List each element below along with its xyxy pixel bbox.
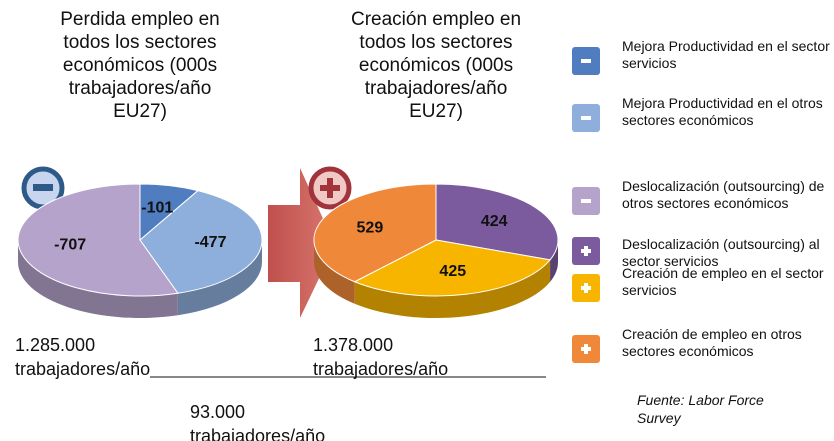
chart-title: Creación empleo en todos los sectores ec… [350,9,522,122]
source: Fuente: Labor Force Survey [637,392,764,426]
legend-sign [581,199,591,203]
legend-sign [584,283,588,293]
slice [17,183,179,297]
slice [139,190,263,294]
slice [435,183,559,261]
total-left: 1.285.000 trabajadores/año [15,335,151,379]
legend-sign [581,59,591,63]
slice [313,183,437,283]
legend-label: Deslocalización (outsourcing) al sector … [622,236,820,269]
slice-side [177,240,262,316]
slice [353,239,552,297]
chart-title: Perdida empleo en todos los sectores eco… [60,9,220,122]
legend-label: Mejora Productividad en el sector servic… [622,38,830,71]
data-label: -477 [194,234,226,251]
legend-sign [581,116,591,120]
legend-sign [584,246,588,256]
legend-label: Mejora Productividad en el otros sectore… [622,95,823,128]
data-label: 425 [439,263,466,280]
data-label: -101 [141,200,173,217]
plus-icon [308,166,352,210]
slice-side [314,240,355,304]
difference: 93.000 trabajadores/año [190,402,326,441]
data-label: -707 [54,236,86,253]
data-label: 424 [481,213,508,230]
slice-side [18,240,178,318]
legend-label: Creación de empleo en otros sectores eco… [622,326,802,359]
data-label: 529 [357,220,384,237]
slice-side [354,259,551,318]
legend-label: Creación de empleo en el sector servicio… [622,265,824,298]
legend-label: Deslocalización (outsourcing) de otros s… [622,178,825,211]
legend-sign [584,344,588,354]
arrow [268,168,335,318]
total-right: 1.378.000 trabajadores/año [313,335,449,379]
